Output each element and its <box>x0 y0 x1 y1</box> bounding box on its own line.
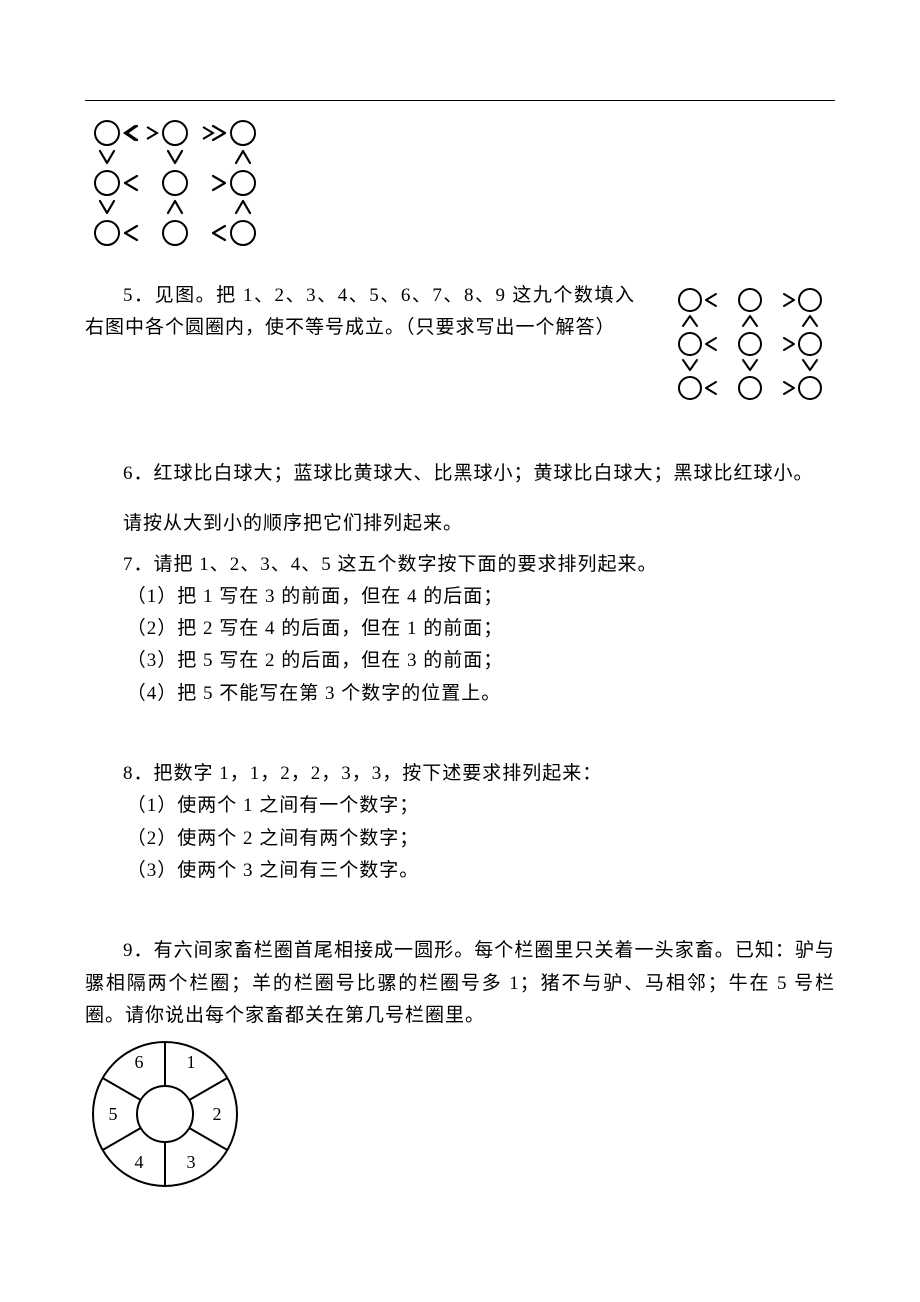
question-7: 7．请把 1、2、3、4、5 这五个数字按下面的要求排列起来。 （1）把 1 写… <box>85 549 835 710</box>
q8-item-3: （3）使两个 3 之间有三个数字。 <box>85 855 835 887</box>
inequality-grid-q5 <box>670 280 835 410</box>
pen-label-4: 4 <box>135 1152 144 1172</box>
q9-figure: 1 2 3 4 5 6 <box>85 1038 835 1190</box>
question-5: 5．见图。把 1、2、3、4、5、6、7、8、9 这九个数填入右图中各个圆圈内，… <box>85 280 835 410</box>
q7-item-1: （1）把 1 写在 3 的前面，但在 4 的后面； <box>85 581 835 613</box>
q7-item-3: （3）把 5 写在 2 的后面，但在 3 的前面； <box>85 645 835 677</box>
q5-figure <box>670 280 835 410</box>
page: 5．见图。把 1、2、3、4、5、6、7、8、9 这九个数填入右图中各个圆圈内，… <box>0 0 920 1302</box>
inequality-grid-top <box>85 111 270 256</box>
question-8: 8．把数字 1，1，2，2，3，3，按下述要求排列起来： （1）使两个 1 之间… <box>85 758 835 887</box>
question-9: 9．有六间家畜栏圈首尾相接成一圆形。每个栏圈里只关着一头家畜。已知：驴与骡相隔两… <box>85 935 835 1190</box>
q9-text: 9．有六间家畜栏圈首尾相接成一圆形。每个栏圈里只关着一头家畜。已知：驴与骡相隔两… <box>85 935 835 1032</box>
q6-line2: 请按从大到小的顺序把它们排列起来。 <box>85 508 835 540</box>
q8-item-1: （1）使两个 1 之间有一个数字； <box>85 790 835 822</box>
pen-label-3: 3 <box>187 1152 196 1172</box>
pen-label-5: 5 <box>109 1104 118 1124</box>
question-6: 6．红球比白球大；蓝球比黄球大、比黑球小；黄球比白球大；黑球比红球小。 请按从大… <box>85 458 835 541</box>
q8-item-2: （2）使两个 2 之间有两个数字； <box>85 823 835 855</box>
top-diagram <box>85 111 835 256</box>
q7-item-2: （2）把 2 写在 4 的后面，但在 1 的前面； <box>85 613 835 645</box>
pen-label-6: 6 <box>135 1052 144 1072</box>
q6-line1: 6．红球比白球大；蓝球比黄球大、比黑球小；黄球比白球大；黑球比红球小。 <box>85 458 835 490</box>
top-rule <box>85 100 835 101</box>
q7-item-4: （4）把 5 不能写在第 3 个数字的位置上。 <box>85 678 835 710</box>
q5-text: 5．见图。把 1、2、3、4、5、6、7、8、9 这九个数填入右图中各个圆圈内，… <box>85 280 635 345</box>
q8-head: 8．把数字 1，1，2，2，3，3，按下述要求排列起来： <box>85 758 835 790</box>
q7-head: 7．请把 1、2、3、4、5 这五个数字按下面的要求排列起来。 <box>85 549 835 581</box>
pen-circle-diagram: 1 2 3 4 5 6 <box>85 1038 245 1190</box>
pen-label-2: 2 <box>213 1104 222 1124</box>
pen-label-1: 1 <box>187 1052 196 1072</box>
